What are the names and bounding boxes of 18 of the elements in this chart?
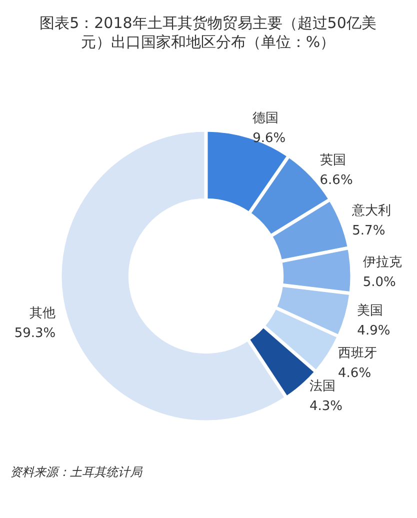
slice-label: 英国 bbox=[320, 152, 346, 168]
slice-label: 法国 bbox=[309, 379, 336, 394]
data-label: 5.0% bbox=[362, 275, 396, 290]
chart-title: 图表5：2018年土耳其货物贸易主要（超过50亿美元）出口国家和地区分布（单位：%） bbox=[40, 14, 376, 51]
text: 资料来源：土耳其统计局 bbox=[10, 465, 143, 479]
slice-label: 西班牙 bbox=[338, 346, 378, 361]
slice-label: 德国 bbox=[252, 111, 279, 126]
slice-label: 美国 bbox=[357, 302, 384, 318]
data-label: 4.6% bbox=[338, 366, 372, 381]
data-label: 4.3% bbox=[309, 399, 342, 414]
slice-label: 伊拉克 bbox=[362, 255, 402, 270]
slice-label: 其他 bbox=[30, 306, 56, 322]
data-label: 9.6% bbox=[252, 131, 286, 146]
data-label: 59.3% bbox=[14, 326, 56, 342]
data-label: 4.9% bbox=[357, 323, 390, 338]
data-label: 5.7% bbox=[352, 224, 386, 239]
slice-label: 意大利 bbox=[351, 204, 392, 219]
data-label: 6.6% bbox=[320, 172, 353, 188]
